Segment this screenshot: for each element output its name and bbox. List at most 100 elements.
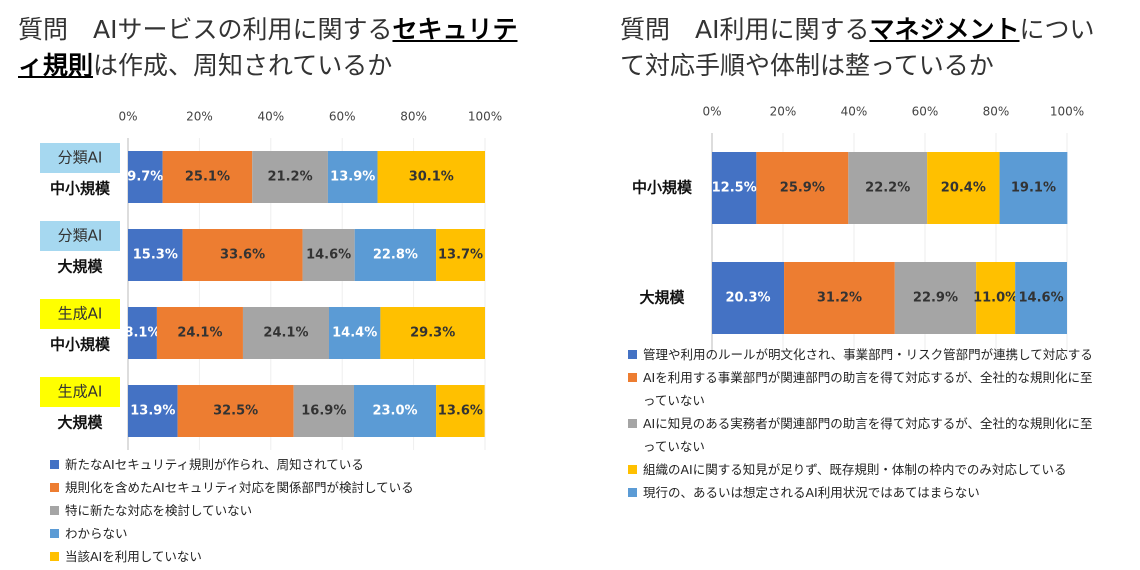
bar-segment bbox=[162, 151, 253, 203]
legend-item: 現行の、あるいは想定されるAI利用状況ではあてはまらない bbox=[628, 481, 1098, 504]
value-label: 12.5% bbox=[712, 181, 757, 196]
x-tick-label: 0% bbox=[702, 105, 721, 119]
value-label: 16.9% bbox=[301, 404, 346, 419]
value-label: 22.2% bbox=[865, 181, 910, 196]
value-label: 25.1% bbox=[185, 170, 230, 185]
bar-segment bbox=[848, 152, 928, 224]
value-label: 14.6% bbox=[306, 248, 351, 263]
legend-swatch bbox=[50, 529, 59, 538]
category-label: 分類AI bbox=[58, 227, 103, 245]
value-label: 25.9% bbox=[780, 181, 825, 196]
legend-label: 規則化を含めたAIセキュリティ対応を関係部門が検討している bbox=[65, 480, 414, 495]
bar-segment bbox=[436, 229, 485, 281]
legend-label: 現行の、あるいは想定されるAI利用状況ではあてはまらない bbox=[643, 485, 980, 500]
bar-segment bbox=[328, 307, 381, 359]
bar-segment bbox=[128, 229, 183, 281]
bar-segment bbox=[354, 229, 437, 281]
value-label: 20.3% bbox=[725, 291, 770, 306]
bar-segment bbox=[353, 385, 437, 437]
bar-segment bbox=[784, 262, 895, 334]
value-label: 9.7% bbox=[127, 170, 163, 185]
legend-item: AIを利用する事業部門が関連部門の助言を得て対応するが、全社的な規則化に至ってい… bbox=[628, 366, 1098, 412]
bar-segment bbox=[976, 262, 1016, 334]
category-label: 大規模 bbox=[639, 289, 685, 307]
legend-swatch bbox=[628, 465, 637, 474]
category-box bbox=[40, 377, 120, 407]
category-box bbox=[40, 299, 120, 329]
value-label: 33.6% bbox=[220, 248, 265, 263]
value-label: 13.6% bbox=[438, 404, 483, 419]
legend-item: 管理や利用のルールが明文化され、事業部門・リスク管部門が連携して対応する bbox=[628, 343, 1098, 366]
bar-segment bbox=[712, 152, 757, 224]
legend-swatch bbox=[50, 552, 59, 561]
value-label: 30.1% bbox=[409, 170, 454, 185]
value-label: 22.8% bbox=[373, 248, 418, 263]
bar-segment bbox=[177, 385, 294, 437]
legend-label: AIに知見のある実務者が関連部門の助言を得て対応するが、全社的な規則化に至ってい… bbox=[643, 416, 1093, 454]
bar-segment bbox=[242, 307, 329, 359]
category-label: 大規模 bbox=[57, 258, 103, 276]
category-label: 生成AI bbox=[58, 305, 103, 323]
value-label: 32.5% bbox=[213, 404, 258, 419]
legend-item: 組織のAIに関する知見が足りず、既存規則・体制の枠内でのみ対応している bbox=[628, 458, 1098, 481]
title-part: は作成、周知されているか bbox=[93, 51, 393, 80]
value-label: 31.2% bbox=[817, 291, 862, 306]
x-tick-label: 80% bbox=[983, 105, 1010, 119]
bar-segment bbox=[327, 151, 378, 203]
title-part: マネジメント bbox=[869, 15, 1020, 44]
title-part: について対応手順や体制は整っているか bbox=[620, 15, 1095, 80]
legend-swatch bbox=[628, 350, 637, 359]
legend-swatch bbox=[50, 483, 59, 492]
bar-segment bbox=[1015, 262, 1067, 334]
legend-swatch bbox=[628, 488, 637, 497]
legend: 管理や利用のルールが明文化され、事業部門・リスク管部門が連携して対応する AIを利… bbox=[628, 343, 1098, 504]
category-box bbox=[40, 221, 120, 251]
legend-swatch bbox=[628, 373, 637, 382]
bar-segment bbox=[302, 229, 355, 281]
bar-segment bbox=[252, 151, 328, 203]
bar-segment bbox=[380, 307, 485, 359]
x-tick-label: 100% bbox=[1050, 105, 1084, 119]
legend-item: わからない bbox=[50, 522, 570, 545]
x-tick-label: 60% bbox=[912, 105, 939, 119]
title-part: 質問 AIサービスの利用に関する bbox=[18, 15, 393, 44]
x-tick-label: 60% bbox=[329, 110, 356, 124]
bar-segment bbox=[436, 385, 485, 437]
value-label: 11.0% bbox=[973, 291, 1018, 306]
category-label: 中小規模 bbox=[632, 179, 693, 197]
value-label: 19.1% bbox=[1011, 181, 1056, 196]
legend-swatch bbox=[50, 460, 59, 469]
bar-segment bbox=[894, 262, 977, 334]
category-label: 生成AI bbox=[58, 383, 103, 401]
x-tick-label: 100% bbox=[468, 110, 502, 124]
category-box bbox=[40, 143, 120, 173]
value-label: 8.1% bbox=[124, 326, 160, 341]
legend-label: 当該AIを利用していない bbox=[65, 549, 202, 564]
value-label: 14.6% bbox=[1019, 291, 1064, 306]
value-label: 24.1% bbox=[177, 326, 222, 341]
legend: 新たなAIセキュリティ規則が作られ、周知されている規則化を含めたAIセキュリティ… bbox=[50, 453, 570, 568]
category-label: 大規模 bbox=[57, 414, 103, 432]
value-label: 23.0% bbox=[372, 404, 417, 419]
legend-label: AIを利用する事業部門が関連部門の助言を得て対応するが、全社的な規則化に至ってい… bbox=[643, 370, 1093, 408]
x-tick-label: 80% bbox=[400, 110, 427, 124]
value-label: 24.1% bbox=[263, 326, 308, 341]
x-tick-label: 40% bbox=[257, 110, 284, 124]
legend-item: 規則化を含めたAIセキュリティ対応を関係部門が検討している bbox=[50, 476, 570, 499]
value-label: 22.9% bbox=[913, 291, 958, 306]
legend-item: AIに知見のある実務者が関連部門の助言を得て対応するが、全社的な規則化に至ってい… bbox=[628, 412, 1098, 458]
chart-title: 質問 AIサービスの利用に関するセキュリティ規則は作成、周知されているか bbox=[18, 12, 518, 84]
legend-item: 新たなAIセキュリティ規則が作られ、周知されている bbox=[50, 453, 570, 476]
value-label: 20.4% bbox=[941, 181, 986, 196]
value-label: 13.9% bbox=[130, 404, 175, 419]
bar-segment bbox=[377, 151, 485, 203]
bar-segment bbox=[756, 152, 849, 224]
legend-swatch bbox=[50, 506, 59, 515]
x-tick-label: 20% bbox=[186, 110, 213, 124]
bar-segment bbox=[999, 152, 1068, 224]
value-label: 15.3% bbox=[133, 248, 178, 263]
legend-item: 当該AIを利用していない bbox=[50, 545, 570, 568]
value-label: 13.7% bbox=[438, 248, 483, 263]
